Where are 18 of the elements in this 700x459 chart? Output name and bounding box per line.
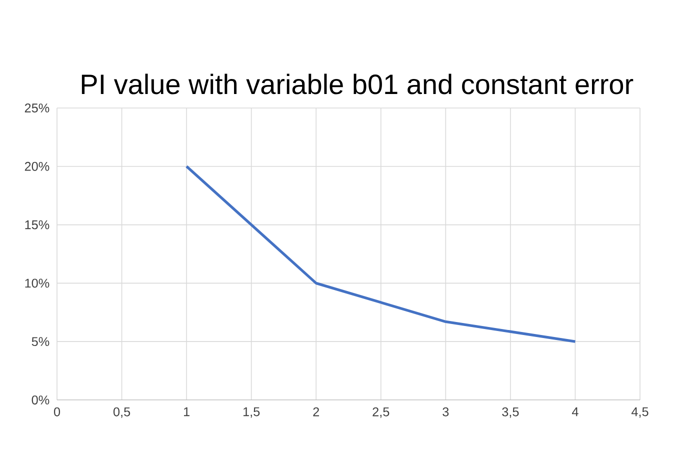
y-tick-label: 5% — [32, 337, 50, 346]
y-tick-label: 20% — [24, 162, 50, 171]
x-tick-label: 0,5 — [113, 407, 130, 418]
x-tick-label: 2,5 — [372, 407, 390, 418]
chart-title: PI value with variable b01 and constant error — [82, 74, 634, 94]
y-tick-label: 25% — [24, 104, 50, 112]
x-tick-label: 3 — [442, 407, 449, 416]
y-tick-label: 15% — [25, 220, 50, 230]
x-tick-label: 1 — [184, 407, 190, 416]
x-tick-label: 0 — [54, 407, 60, 416]
x-tick-label: 1,5 — [243, 407, 260, 418]
x-tick-label: 4 — [572, 407, 578, 416]
x-tick-label: 3,5 — [502, 407, 519, 418]
x-tick-label: 4,5 — [631, 407, 648, 418]
y-tick-label: 0% — [32, 396, 50, 404]
line-series — [185, 165, 577, 343]
x-tick-label: 2 — [313, 407, 320, 416]
y-tick-label: 10% — [25, 278, 50, 288]
